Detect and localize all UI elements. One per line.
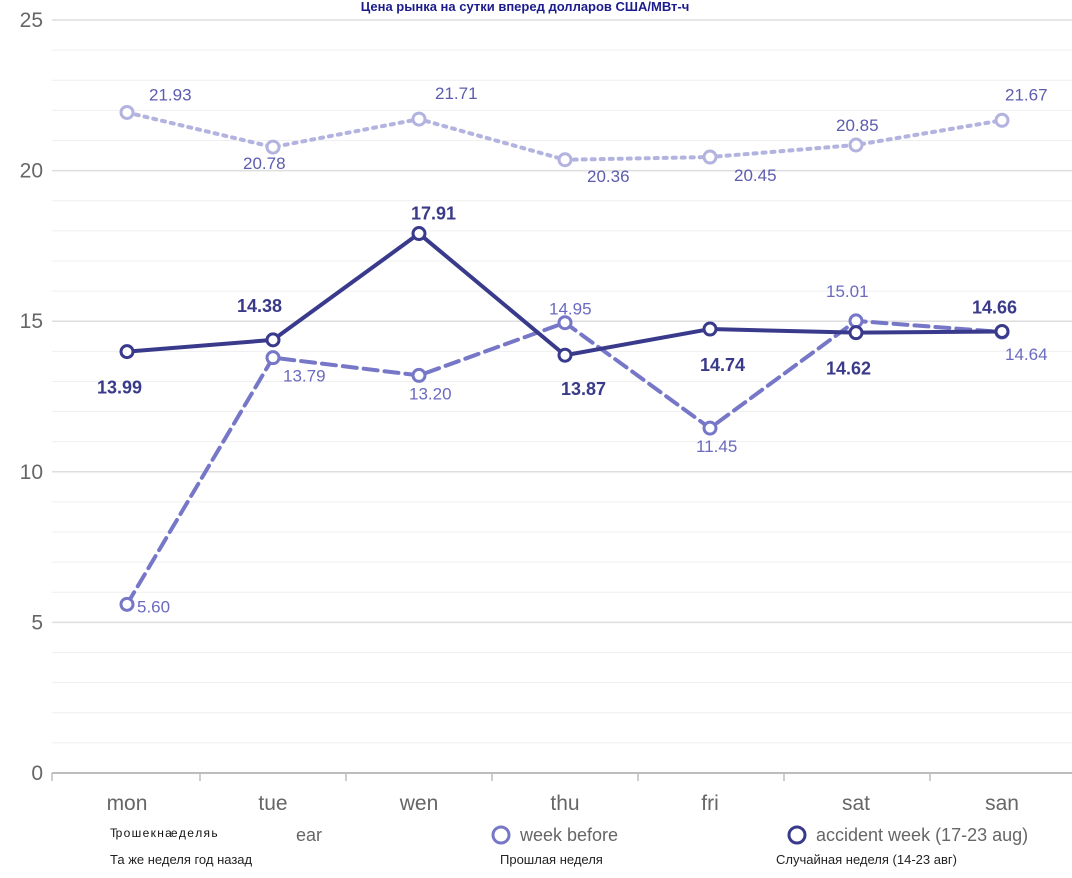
x-tick-label: tue: [258, 792, 287, 815]
data-label: 17.91: [411, 204, 456, 224]
y-tick-label: 25: [20, 9, 43, 32]
data-label: 13.87: [561, 379, 606, 399]
legend-marker: [787, 825, 807, 845]
data-point: [265, 350, 281, 366]
data-point: [994, 323, 1010, 339]
data-label: 13.79: [283, 367, 326, 386]
legend-label: week before: [519, 825, 618, 845]
data-point: [119, 344, 135, 360]
data-point: [848, 325, 864, 341]
x-tick-label: sat: [842, 792, 870, 815]
data-point: [265, 332, 281, 348]
legend-marker: [491, 825, 511, 845]
data-label: 20.36: [587, 167, 630, 186]
overlapping-caption: Тр о ш е к н ае д е л я ь: [110, 826, 218, 840]
data-label: 13.99: [97, 378, 142, 398]
caption-week-before: Прошлая неделя: [500, 852, 603, 867]
data-point: [411, 367, 427, 383]
data-point: [265, 139, 281, 155]
data-label: 14.64: [1005, 345, 1048, 364]
y-axis: 0 5 10 15 20 25: [20, 9, 43, 785]
data-label: 11.45: [696, 437, 737, 456]
y-tick-label: 0: [31, 762, 43, 785]
data-label: 20.85: [836, 116, 879, 135]
data-label: 20.45: [734, 166, 777, 185]
caption-accident-week: Случайная неделя (14-23 авг): [776, 852, 957, 867]
data-point: [702, 420, 718, 436]
data-label: 14.95: [549, 300, 592, 319]
data-point: [702, 149, 718, 165]
series-layer: [119, 104, 1010, 612]
data-label: 14.74: [700, 355, 745, 375]
x-tick-label: wen: [399, 792, 439, 815]
y-tick-label: 15: [20, 310, 43, 333]
x-tick-label: san: [985, 792, 1019, 815]
data-point: [994, 112, 1010, 128]
data-point: [119, 104, 135, 120]
data-point: [119, 596, 135, 612]
x-tick-label: mon: [107, 792, 148, 815]
data-labels: 21.93 20.78 21.71 20.36 20.45 20.85 21.67 5.60 1…: [97, 84, 1048, 616]
data-label: 14.62: [826, 359, 871, 379]
data-point: [702, 321, 718, 337]
data-label: 14.38: [237, 296, 282, 316]
data-point: [848, 313, 864, 329]
chart-title: Цена рынка на сутки вперед долларов США/…: [361, 0, 690, 14]
x-axis: mon tue wen thu fri sat san: [51, 772, 1072, 815]
data-point: [411, 111, 427, 127]
legend-label: accident week (17-23 aug): [816, 825, 1028, 845]
data-label: 13.20: [409, 384, 452, 403]
y-tick-label: 20: [20, 160, 43, 183]
data-label: 20.78: [243, 154, 286, 173]
data-point: [557, 152, 573, 168]
data-point: [848, 137, 864, 153]
x-tick-label: thu: [550, 792, 579, 815]
y-tick-label: 5: [31, 611, 43, 634]
legend: ear week before accident week (17-23 aug): [296, 825, 1028, 845]
data-label: 5.60: [137, 597, 170, 616]
caption-same-week-last-year: Та же неделя год назад: [110, 852, 253, 867]
data-label: 21.71: [435, 84, 478, 103]
x-tick-label: fri: [701, 792, 719, 815]
data-label: 21.67: [1005, 85, 1048, 104]
data-label: 14.66: [972, 297, 1017, 317]
data-label: 15.01: [826, 282, 869, 301]
data-point: [411, 226, 427, 242]
series-line-2: [125, 231, 1004, 358]
y-tick-label: 10: [20, 461, 43, 484]
legend-label-partial: ear: [296, 825, 322, 845]
data-point: [557, 315, 573, 331]
data-point: [557, 347, 573, 363]
data-label: 21.93: [149, 85, 192, 104]
